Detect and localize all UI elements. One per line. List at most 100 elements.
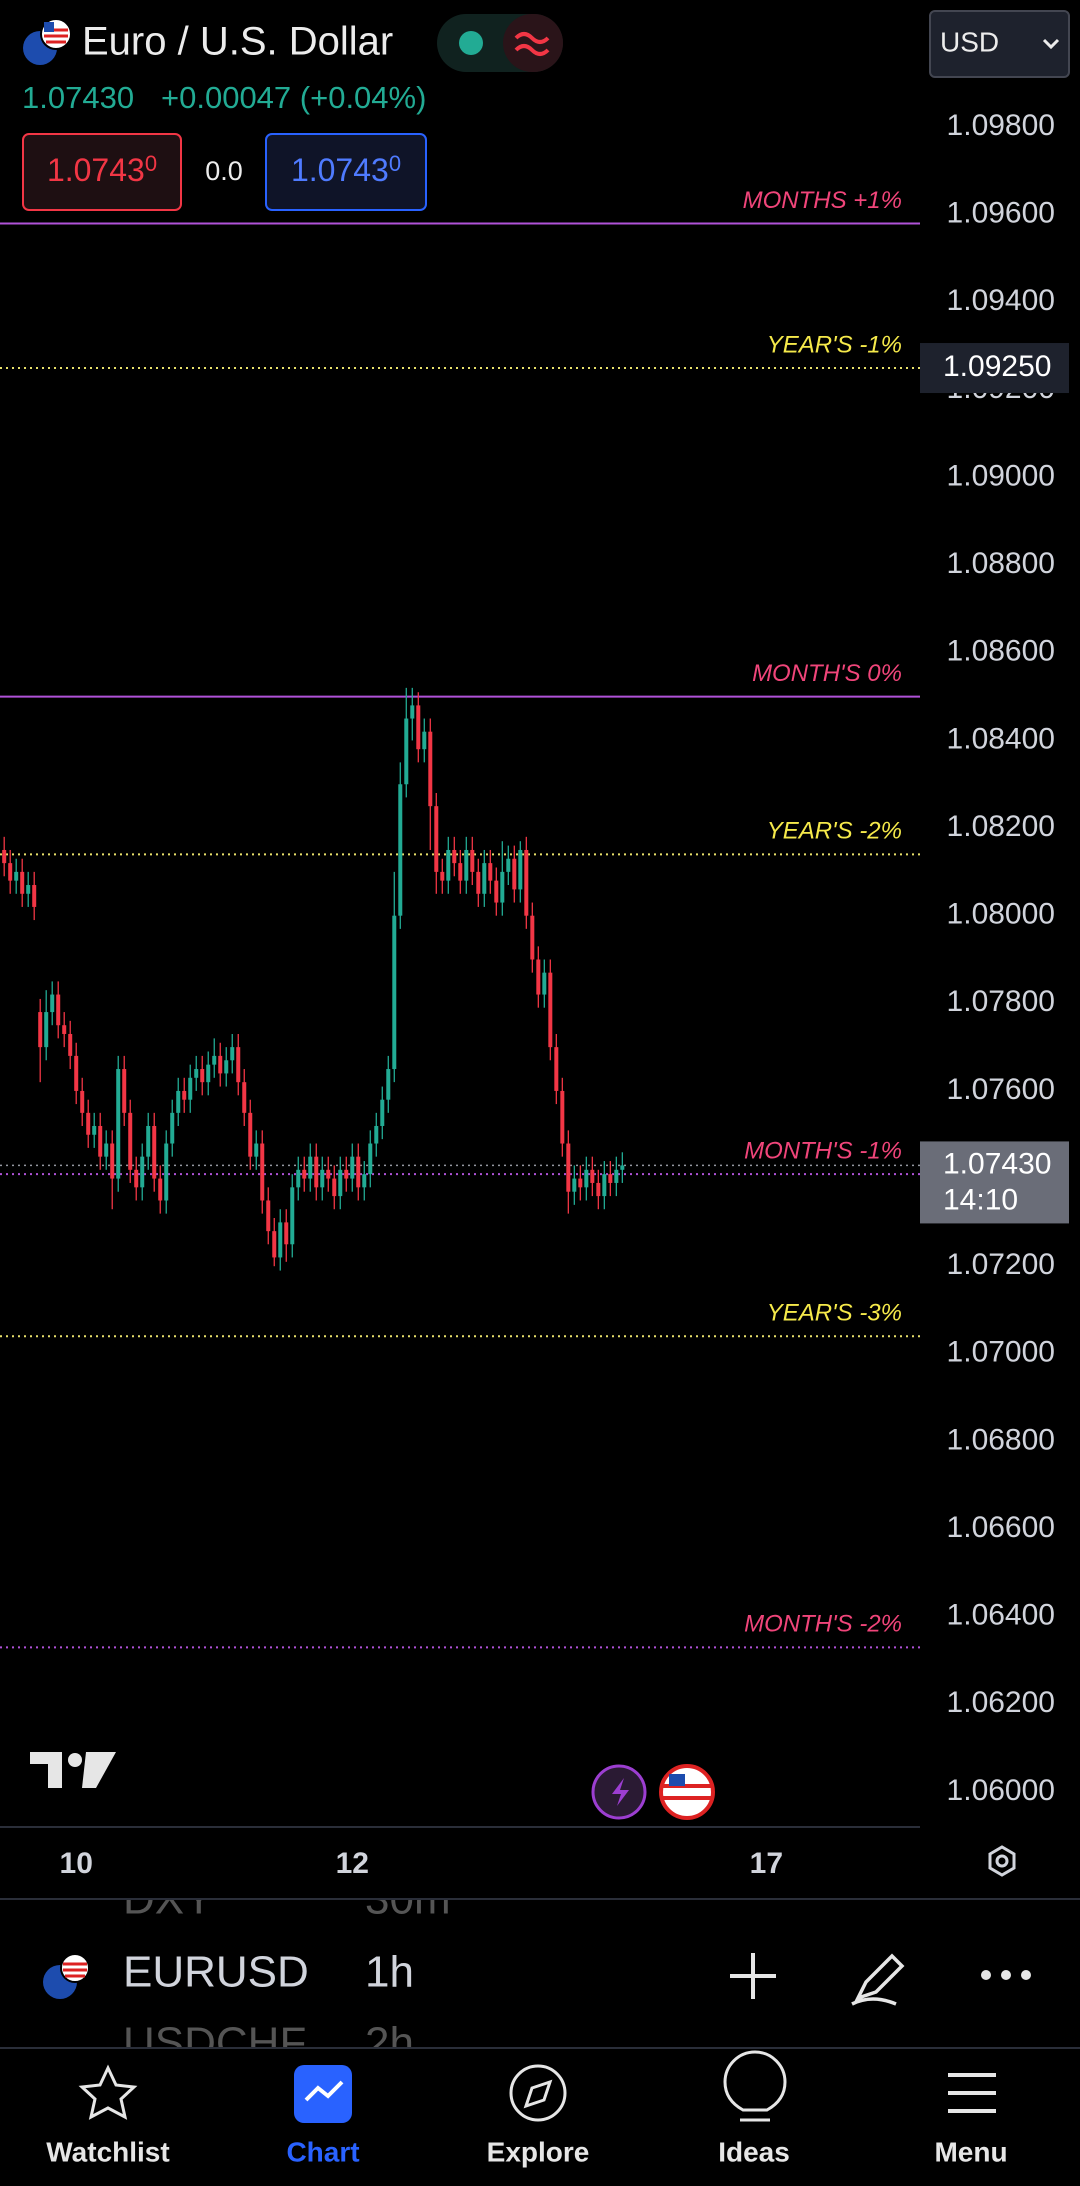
tradingview-logo — [30, 1752, 116, 1788]
candle-body — [536, 959, 541, 995]
candle-body — [530, 915, 535, 960]
candle-body — [338, 1169, 343, 1197]
candle-body — [380, 1099, 385, 1126]
draw-button[interactable] — [851, 1953, 905, 2006]
candle-body — [620, 1165, 625, 1170]
us-flag-canton — [669, 1774, 685, 1786]
candle-body — [254, 1143, 259, 1157]
settings-icon[interactable] — [988, 1845, 1016, 1877]
interval[interactable]: 1h — [365, 1948, 414, 1997]
candle-body — [128, 1112, 133, 1170]
candle-body — [416, 705, 421, 750]
watchlist-icon — [78, 2064, 138, 2120]
level-label: YEAR'S -2% — [767, 818, 902, 845]
candle-body — [272, 1231, 277, 1258]
delay-icon — [514, 32, 550, 56]
explore-needle — [523, 2079, 553, 2109]
nav-label[interactable]: Chart — [286, 2136, 359, 2167]
candle-body — [110, 1143, 115, 1179]
candle-body — [578, 1178, 583, 1188]
candle-body — [614, 1169, 619, 1183]
price-change: +0.00047 (+0.04%) — [161, 80, 426, 115]
last-price: 1.07430 — [22, 80, 134, 115]
candle-body — [572, 1178, 577, 1192]
add-button[interactable] — [730, 1953, 776, 1999]
nav-label[interactable]: Watchlist — [46, 2136, 169, 2167]
candle-body — [80, 1090, 85, 1113]
currency: USD — [940, 26, 999, 57]
symbol-picker: DXY 30m USDCHF 2h — [123, 1875, 451, 2048]
candle-body — [524, 849, 529, 916]
candle-body — [560, 1090, 565, 1144]
y-tick-label: 1.06200 — [947, 1686, 1055, 1719]
us-flag-icon[interactable] — [659, 1764, 715, 1820]
candle-body — [98, 1125, 103, 1157]
candle-body — [602, 1174, 607, 1197]
candle-body — [566, 1143, 571, 1192]
prev-symbol: DXY — [123, 1875, 213, 1924]
candle-body — [32, 885, 37, 907]
candle-body — [26, 885, 31, 894]
nav-label[interactable]: Explore — [487, 2136, 590, 2167]
y-tick-label: 1.09800 — [947, 109, 1055, 142]
candle-body — [356, 1156, 361, 1188]
candle-body — [284, 1222, 289, 1245]
candle-body — [308, 1156, 313, 1179]
candle-body — [476, 871, 481, 894]
candle-body — [62, 1025, 67, 1034]
candle-body — [230, 1047, 235, 1061]
candle-body — [146, 1125, 151, 1157]
symbol-flag-small — [43, 1953, 90, 1999]
candle-body — [158, 1178, 163, 1201]
lightning — [612, 1778, 629, 1806]
candle-body — [104, 1143, 109, 1157]
candle-body — [458, 863, 463, 881]
buy-button[interactable] — [265, 133, 427, 211]
candle-body — [206, 1064, 211, 1083]
candle-body — [608, 1174, 613, 1183]
candle-body — [482, 863, 487, 894]
candle-body — [404, 718, 409, 785]
candle-body — [500, 871, 505, 903]
last-price-badge — [920, 1141, 1069, 1224]
y-tick-label: 1.08800 — [947, 547, 1055, 580]
y-tick-label: 1.08600 — [947, 635, 1055, 668]
currency-select[interactable] — [929, 10, 1070, 78]
candle-body — [332, 1178, 337, 1197]
candle-body — [512, 858, 517, 890]
chart-icon-line — [304, 2080, 344, 2102]
y-tick-label: 1.07600 — [947, 1073, 1055, 1106]
candle-body — [446, 849, 451, 881]
candle-body — [422, 731, 427, 750]
sell-button[interactable] — [22, 133, 182, 211]
candle-body — [542, 972, 547, 995]
more-button[interactable] — [981, 1970, 1031, 1980]
price-badge-label: 1.09250 — [943, 350, 1051, 383]
candle-body — [410, 705, 415, 719]
candle-body — [188, 1077, 193, 1100]
y-tick-label: 1.07000 — [947, 1336, 1055, 1369]
symbol-name: Euro / U.S. Dollar — [82, 20, 393, 64]
y-tick-label: 1.06800 — [947, 1423, 1055, 1456]
level-label: YEAR'S -3% — [767, 1300, 902, 1327]
candle-body — [320, 1169, 325, 1188]
y-tick-label: 1.09600 — [947, 197, 1055, 230]
symbol-flag — [23, 18, 72, 65]
candle-body — [74, 1055, 79, 1091]
nav-label[interactable]: Ideas — [718, 2136, 790, 2167]
candle-body — [242, 1082, 247, 1113]
candle-body — [368, 1143, 373, 1175]
y-tick-label: 1.09000 — [947, 459, 1055, 492]
sell-price-main: 1.0743 — [47, 152, 145, 188]
candle-body — [116, 1069, 121, 1179]
candle-body — [266, 1200, 271, 1232]
symbol[interactable]: EURUSD — [123, 1948, 309, 1997]
buy-pipette: 0 — [389, 151, 401, 176]
candle-body — [8, 863, 13, 881]
candle-body — [326, 1169, 331, 1179]
candle-body — [212, 1055, 217, 1065]
candle-body — [2, 849, 7, 864]
nav-label[interactable]: Menu — [934, 2136, 1007, 2167]
